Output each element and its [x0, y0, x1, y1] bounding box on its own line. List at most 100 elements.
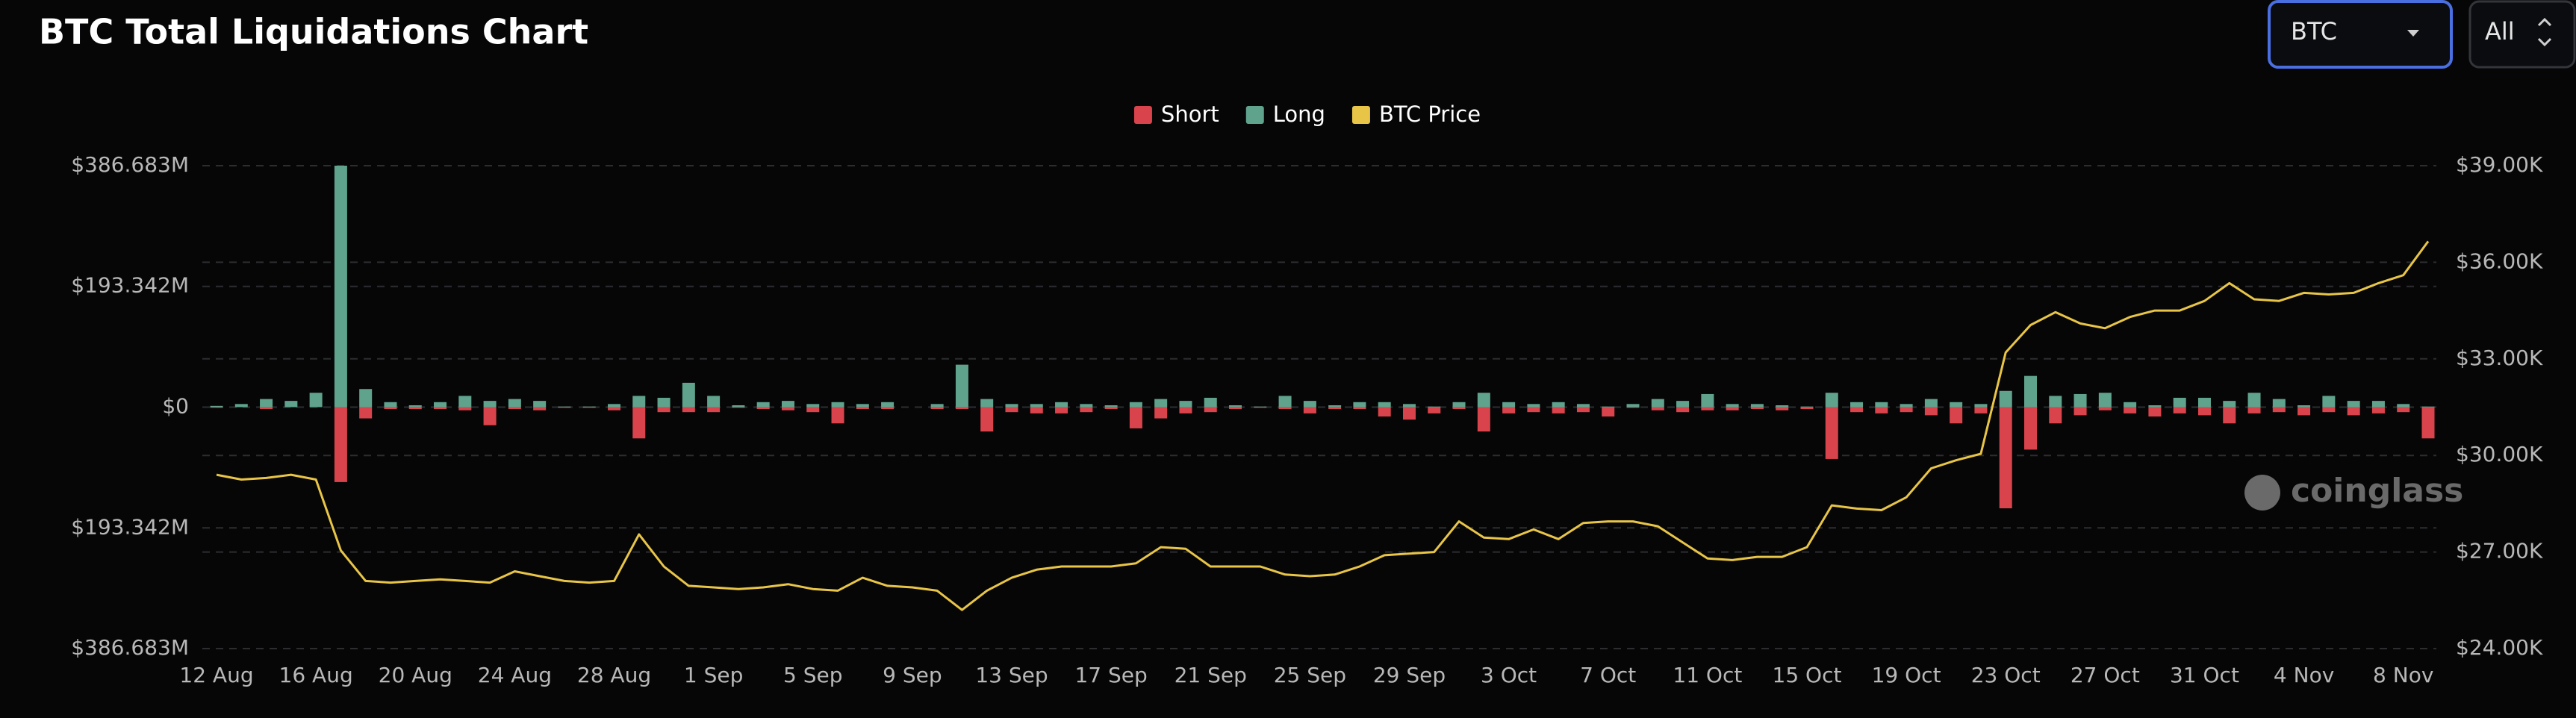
bar — [2197, 407, 2211, 416]
bar — [384, 402, 397, 408]
x-tick-label: 19 Oct — [1872, 663, 1941, 687]
legend-swatch — [1133, 106, 1152, 124]
bar — [408, 407, 422, 410]
bar — [2421, 406, 2435, 408]
range-select[interactable]: All — [2468, 0, 2576, 69]
bar — [856, 407, 869, 410]
bar — [881, 407, 895, 410]
bar — [2173, 407, 2186, 413]
bar — [1229, 405, 1242, 408]
bar — [657, 407, 671, 413]
bar — [707, 407, 721, 413]
bar — [1974, 404, 1988, 408]
bar — [1576, 407, 1590, 413]
bar — [1502, 402, 1516, 408]
bar — [1999, 390, 2012, 408]
select-box[interactable] — [2268, 0, 2453, 69]
bar — [284, 401, 298, 408]
x-tick-label: 12 Aug — [179, 663, 253, 687]
bar — [1452, 402, 1466, 408]
bar — [558, 406, 571, 408]
bar — [806, 404, 820, 408]
bar — [1303, 407, 1316, 413]
bar — [1328, 405, 1342, 408]
bar — [260, 407, 273, 410]
bar — [1428, 406, 1441, 408]
bar — [1154, 399, 1168, 408]
select-arrow — [2537, 17, 2552, 47]
bar — [682, 407, 695, 413]
bar — [1477, 393, 1490, 408]
y2-tick-label: $27.00K — [2456, 539, 2543, 564]
symbol-select[interactable]: BTC — [2268, 0, 2453, 69]
bar — [384, 407, 397, 410]
bar — [1726, 407, 1739, 410]
x-tick-label: 20 Aug — [379, 663, 452, 687]
bar — [1701, 407, 1714, 410]
bar — [2322, 396, 2336, 408]
bar — [1452, 407, 1466, 410]
bar — [1204, 397, 1217, 408]
bar — [806, 407, 820, 413]
bar — [1055, 402, 1068, 408]
bar — [1378, 402, 1391, 408]
bar — [234, 404, 248, 408]
bar — [309, 393, 323, 408]
bar — [607, 407, 620, 410]
bar — [2197, 397, 2211, 408]
legend-label: Short — [1161, 102, 1219, 127]
legend-label: Long — [1273, 102, 1325, 127]
bar — [1080, 407, 1093, 413]
bar — [2098, 393, 2112, 408]
bar — [2371, 407, 2385, 413]
bar — [1875, 402, 1888, 408]
x-tick-label: 8 Nov — [2373, 663, 2433, 687]
x-tick-label: 24 Aug — [478, 663, 552, 687]
bar — [2347, 407, 2360, 416]
bar — [2124, 407, 2137, 413]
bar — [1950, 407, 1963, 424]
bar — [1080, 404, 1093, 408]
bar — [1900, 404, 1913, 408]
y-tick-label: $193.342M — [71, 514, 189, 539]
bar — [1750, 407, 1764, 410]
y-tick-label: $0 — [162, 394, 189, 419]
bar — [1527, 404, 1540, 408]
x-tick-label: 28 Aug — [577, 663, 651, 687]
y2-tick-label: $36.00K — [2456, 249, 2543, 273]
bar — [434, 402, 447, 408]
bar — [1602, 406, 1615, 408]
bar — [632, 407, 646, 439]
bar — [1055, 407, 1068, 413]
bar — [1576, 404, 1590, 408]
bar — [1750, 404, 1764, 408]
select-value[interactable]: All — [2485, 17, 2515, 46]
bar — [1353, 407, 1366, 410]
select-value[interactable]: BTC — [2291, 17, 2337, 46]
select-box[interactable] — [2468, 0, 2576, 69]
bar — [1303, 401, 1316, 408]
bar — [1328, 407, 1342, 410]
bar — [1651, 407, 1664, 410]
bar — [483, 407, 497, 425]
bar — [657, 397, 671, 408]
bar — [881, 402, 895, 408]
bar — [707, 396, 721, 408]
bar-series — [210, 166, 2435, 408]
grid — [202, 165, 2436, 649]
bar — [2098, 407, 2112, 410]
x-tick-label: 17 Sep — [1074, 663, 1147, 687]
bar — [1254, 406, 1267, 408]
x-tick-label: 4 Nov — [2274, 663, 2334, 687]
bar — [533, 407, 547, 410]
bar — [1776, 405, 1789, 408]
bar — [955, 364, 968, 408]
bar — [2247, 407, 2261, 413]
bar — [1204, 407, 1217, 413]
bar — [1104, 407, 1118, 410]
bar — [980, 407, 994, 432]
bar — [334, 407, 347, 482]
bar — [1850, 402, 1864, 408]
x-tick-label: 3 Oct — [1481, 663, 1537, 687]
